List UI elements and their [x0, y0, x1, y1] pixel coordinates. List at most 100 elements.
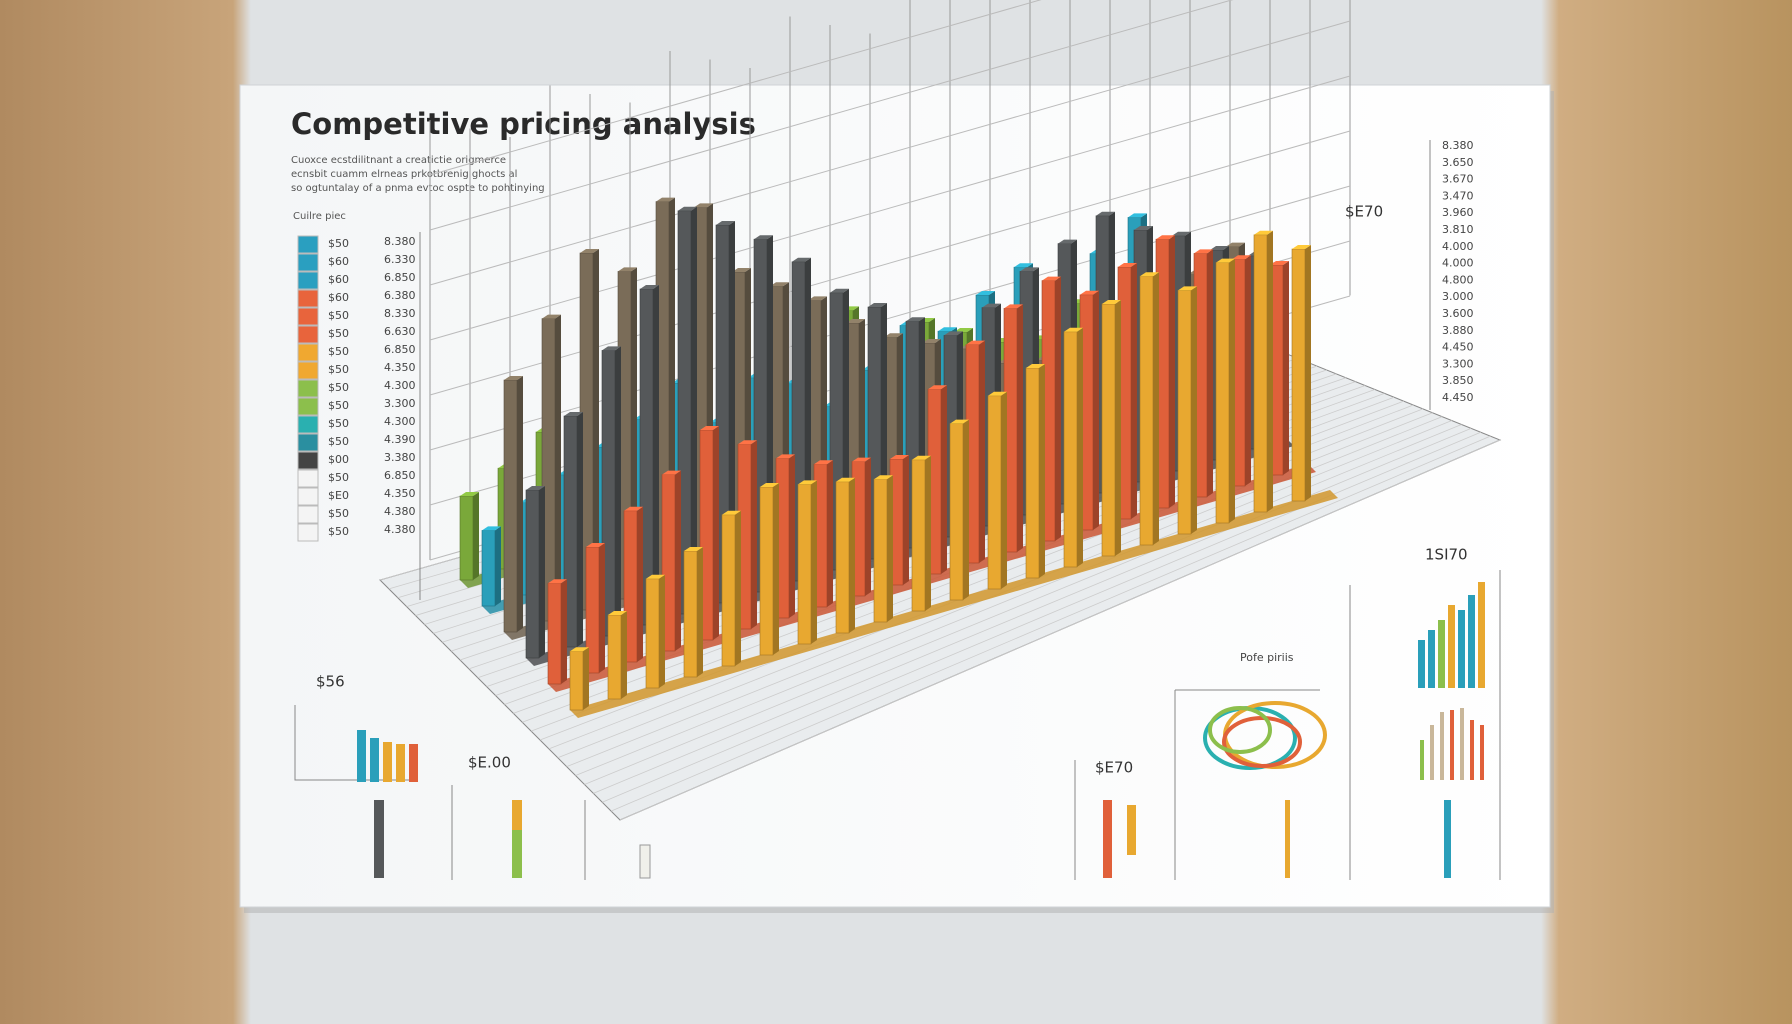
bar-side — [473, 492, 479, 580]
scale-label: 4.800 — [1442, 273, 1474, 286]
bar-top — [526, 486, 545, 490]
scale-label: 8.380 — [384, 235, 416, 248]
bar-front — [503, 379, 518, 633]
scale-label: 3.810 — [1442, 223, 1474, 236]
bar-top — [754, 235, 773, 240]
bar-top — [950, 419, 969, 424]
annotation: $E.00 — [468, 754, 511, 772]
bar-top — [1156, 235, 1175, 240]
bar-front — [683, 550, 698, 678]
bar-side — [561, 579, 567, 684]
bar-top — [608, 611, 627, 615]
bar-top — [1020, 267, 1039, 272]
legend-swatch — [297, 415, 319, 434]
bar — [677, 206, 697, 615]
bar — [569, 647, 589, 711]
bar-front — [835, 481, 850, 634]
bar — [715, 221, 735, 604]
scale-label: 6.330 — [384, 253, 416, 266]
bar-side — [963, 419, 969, 600]
bar-top — [944, 331, 963, 336]
bar-side — [887, 475, 893, 622]
bar-side — [925, 455, 931, 611]
bar-side — [773, 483, 779, 655]
scale-label: 4.300 — [384, 415, 416, 428]
bar-side — [1017, 304, 1023, 552]
bar-side — [659, 574, 665, 688]
bar-side — [713, 426, 719, 640]
scale-label: 3.300 — [1442, 357, 1474, 370]
bar-top — [912, 455, 931, 460]
bar-front — [949, 423, 964, 601]
bar-side — [675, 470, 681, 651]
bar-side — [1207, 249, 1213, 497]
bar-top — [798, 480, 817, 485]
bar-front — [1101, 303, 1116, 557]
scale-label: 4.350 — [384, 361, 416, 374]
bar-side — [599, 543, 605, 673]
bar-front — [525, 489, 540, 659]
bar-side — [1191, 286, 1197, 534]
bar — [1177, 286, 1197, 535]
bar-top — [988, 391, 1007, 396]
bar-side — [577, 412, 583, 647]
bar-side — [1093, 290, 1099, 530]
bar-front — [987, 395, 1002, 590]
bar-top — [1210, 246, 1229, 250]
annotation: $56 — [316, 673, 345, 691]
bar-top — [1102, 300, 1121, 304]
legend-swatch — [297, 253, 319, 272]
bar — [911, 455, 931, 612]
scale-label: 3.380 — [384, 451, 416, 464]
bar-top — [868, 303, 887, 307]
legend-label: $60 — [328, 255, 349, 268]
bar-front — [459, 495, 474, 581]
bar-top — [1134, 226, 1153, 230]
bar-top — [982, 303, 1001, 308]
bar-side — [1283, 261, 1289, 475]
bar-side — [1115, 300, 1121, 556]
scale-label: 4.300 — [384, 379, 416, 392]
bar — [1215, 258, 1235, 524]
scale-label: 8.330 — [384, 307, 416, 320]
bar-top — [846, 319, 865, 323]
bar-side — [1001, 391, 1007, 589]
bar-side — [637, 506, 643, 662]
legend-swatch — [297, 487, 319, 506]
bar — [623, 506, 643, 663]
bar-top — [460, 492, 479, 496]
bar — [459, 492, 479, 581]
bar-top — [1118, 263, 1137, 267]
legend-swatch — [297, 469, 319, 488]
bar-top — [1178, 286, 1197, 291]
bar — [835, 477, 855, 634]
bar-top — [732, 268, 751, 272]
bar-top — [1026, 364, 1045, 368]
bar-side — [1055, 276, 1061, 541]
legend-swatch — [297, 361, 319, 380]
bar — [851, 457, 871, 597]
bar-top — [1042, 276, 1061, 281]
legend-swatch — [297, 307, 319, 326]
scale-label: 4.390 — [384, 433, 416, 446]
bar-top — [738, 440, 757, 445]
bar-side — [811, 480, 817, 644]
bar-top — [830, 288, 849, 293]
bar-top — [906, 317, 925, 322]
annotation: $E70 — [1345, 203, 1383, 221]
scale-label: 6.380 — [384, 289, 416, 302]
legend-label: $00 — [328, 453, 349, 466]
scale-label: 6.850 — [384, 469, 416, 482]
legend-label: $E0 — [328, 489, 349, 502]
bar-top — [570, 647, 589, 652]
bar-top — [678, 206, 697, 211]
bar-top — [602, 346, 621, 351]
bar-top — [1232, 255, 1251, 260]
bar-top — [662, 470, 681, 475]
bar-side — [729, 221, 735, 603]
bar-top — [814, 460, 833, 465]
bar-side — [615, 346, 621, 636]
bar-top — [646, 574, 665, 579]
bar — [775, 454, 795, 619]
scale-label: 4.380 — [384, 523, 416, 536]
